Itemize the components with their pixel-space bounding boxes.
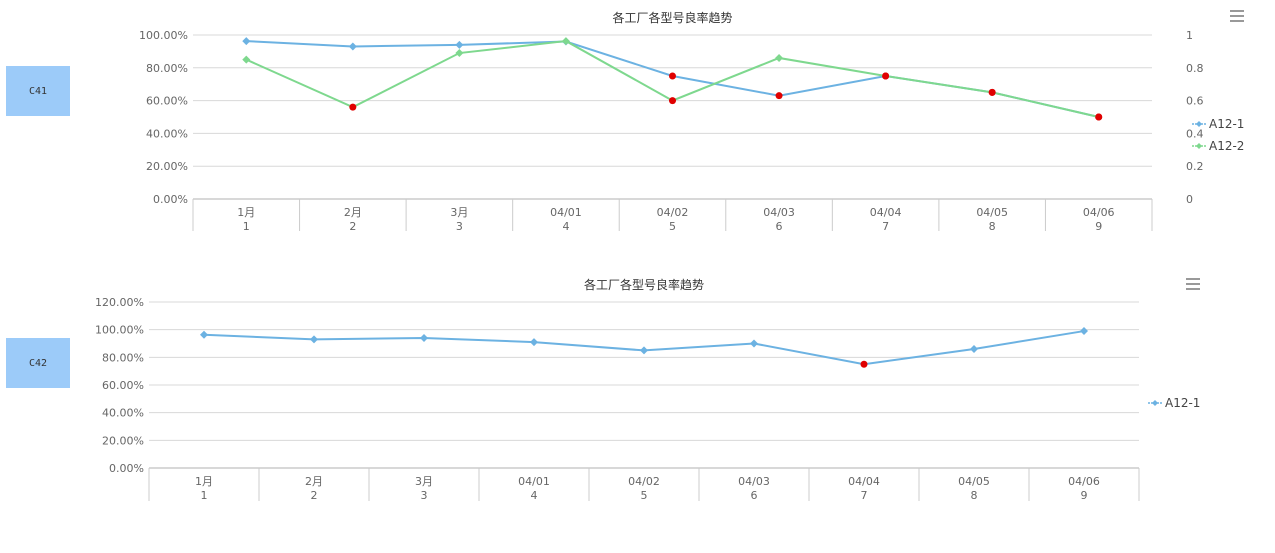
data-point-alert[interactable] [988,88,996,96]
x-tick-label: 1月 [195,475,213,488]
menu-icon[interactable] [1230,20,1244,22]
y2-tick-label: 0.4 [1186,127,1204,140]
y-tick-label: 40.00% [146,127,188,140]
data-point[interactable] [530,338,538,347]
legend-marker[interactable] [1196,143,1202,149]
data-point-alert[interactable] [775,92,783,100]
legend-item-label: A12-1 [1165,396,1200,410]
data-point[interactable] [200,330,208,339]
data-point[interactable] [348,42,357,51]
data-point[interactable] [242,37,251,46]
x-tick-label: 04/04 [848,475,880,488]
x-tick-label: 04/03 [763,206,795,219]
y2-tick-label: 0 [1186,193,1193,206]
data-point[interactable] [750,339,758,348]
x-tick-label: 7 [882,220,889,233]
x-tick-label: 6 [751,489,758,502]
y-tick-label: 100.00% [139,29,188,42]
y-tick-label: 0.00% [109,462,144,475]
data-point-alert[interactable] [669,97,676,105]
x-tick-label: 5 [641,489,648,502]
data-point-alert[interactable] [882,72,890,80]
legend-item-label: A12-1 [1209,117,1244,131]
x-tick-label: 1 [201,489,208,502]
x-tick-label: 8 [989,220,996,233]
y-tick-label: 80.00% [146,62,188,75]
x-tick-label: 1 [243,220,250,233]
y2-tick-label: 1 [1186,29,1193,42]
menu-icon[interactable] [1230,15,1244,17]
x-tick-label: 9 [1095,220,1102,233]
data-point-alert[interactable] [860,360,868,368]
legend-marker[interactable] [1196,121,1202,127]
menu-icon[interactable] [1186,283,1200,285]
x-tick-label: 3 [421,489,428,502]
y2-tick-label: 0.6 [1186,95,1204,108]
chart-title: 各工厂各型号良率趋势 [612,10,732,25]
y-tick-label: 80.00% [102,351,144,364]
data-point[interactable] [455,40,464,49]
data-point[interactable] [640,346,648,355]
data-point[interactable] [561,37,570,46]
x-tick-label: 6 [776,220,783,233]
legend-item-label: A12-2 [1209,139,1244,153]
panel-label-c42[interactable]: C42 [6,338,70,388]
x-tick-label: 3 [456,220,463,233]
x-tick-label: 5 [669,220,676,233]
y-tick-label: 40.00% [102,407,144,420]
data-point[interactable] [455,49,464,58]
x-tick-label: 04/04 [870,206,902,219]
x-tick-label: 04/01 [550,206,582,219]
data-point[interactable] [242,55,251,64]
y-tick-label: 60.00% [146,95,188,108]
x-tick-label: 04/03 [738,475,770,488]
y-tick-label: 100.00% [95,324,144,337]
x-tick-label: 2 [311,489,318,502]
x-tick-label: 04/02 [628,475,660,488]
data-point-alert[interactable] [669,72,676,80]
y2-tick-label: 0.2 [1186,160,1204,173]
x-tick-label: 3月 [450,206,468,219]
x-tick-label: 2 [349,220,356,233]
menu-icon[interactable] [1186,288,1200,290]
data-point[interactable] [970,345,978,354]
data-point[interactable] [420,333,428,342]
x-tick-label: 9 [1081,489,1088,502]
x-tick-label: 04/02 [657,206,689,219]
panel-label-c41[interactable]: C41 [6,66,70,116]
y-tick-label: 0.00% [153,193,188,206]
data-point[interactable] [775,53,784,62]
y-tick-label: 60.00% [102,379,144,392]
x-tick-label: 04/06 [1068,475,1100,488]
data-point-alert[interactable] [349,103,357,111]
x-tick-label: 1月 [237,206,255,219]
x-tick-label: 04/01 [518,475,550,488]
menu-icon[interactable] [1186,278,1200,280]
x-tick-label: 04/06 [1083,206,1115,219]
x-tick-label: 4 [562,220,569,233]
data-point-alert[interactable] [1095,113,1103,121]
menu-icon[interactable] [1230,10,1244,12]
x-tick-label: 8 [971,489,978,502]
y2-tick-label: 0.8 [1186,62,1204,75]
y-tick-label: 20.00% [102,434,144,447]
data-point[interactable] [310,335,318,344]
x-tick-label: 2月 [305,475,323,488]
x-tick-label: 3月 [415,475,433,488]
x-tick-label: 4 [531,489,538,502]
data-point[interactable] [1080,327,1088,336]
y-tick-label: 120.00% [95,296,144,309]
x-tick-label: 04/05 [958,475,990,488]
x-tick-label: 04/05 [976,206,1008,219]
x-tick-label: 7 [861,489,868,502]
chart-title: 各工厂各型号良率趋势 [584,277,704,292]
legend-marker[interactable] [1152,400,1158,406]
x-tick-label: 2月 [344,206,362,219]
y-tick-label: 20.00% [146,160,188,173]
